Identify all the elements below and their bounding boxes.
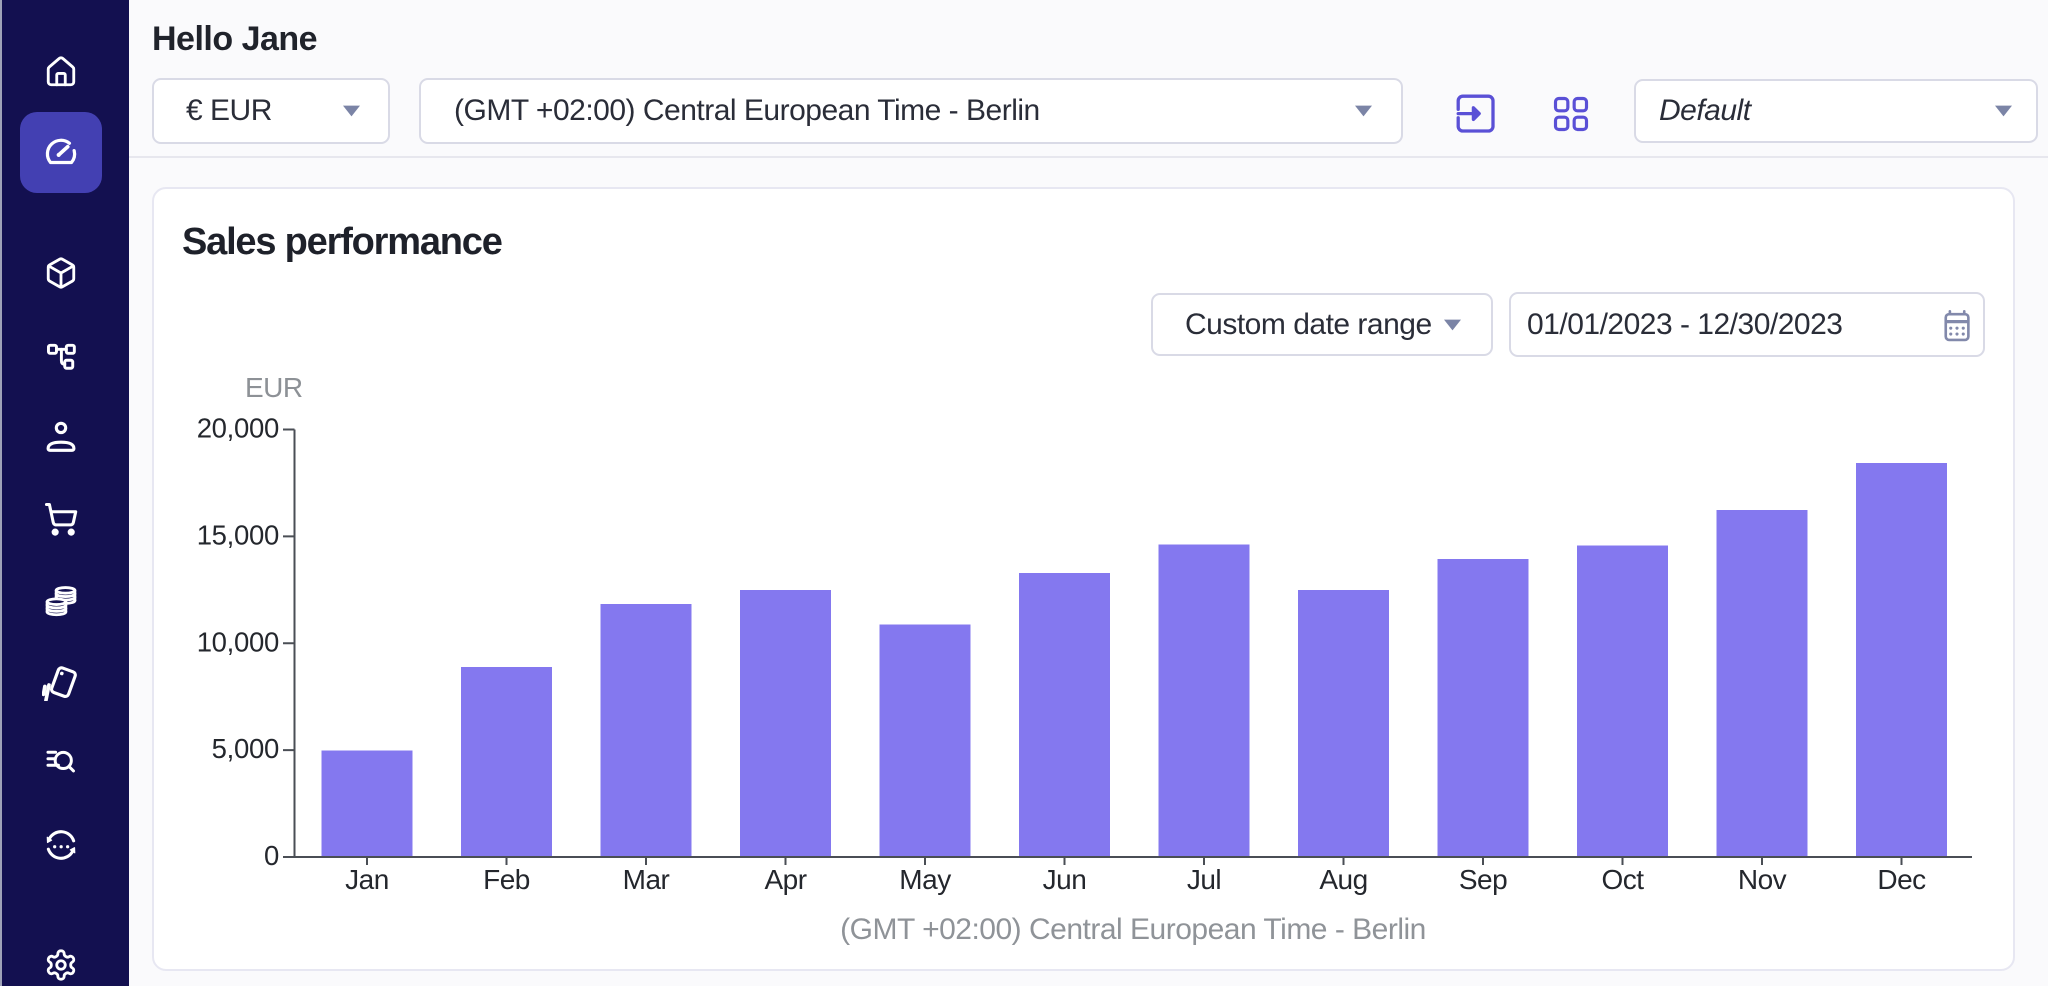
svg-text:Sep: Sep (1459, 864, 1507, 895)
svg-text:5,000: 5,000 (212, 733, 279, 764)
svg-text:Dec: Dec (1877, 864, 1926, 895)
svg-text:Feb: Feb (483, 864, 530, 895)
svg-text:Jun: Jun (1043, 864, 1087, 895)
svg-text:Mar: Mar (623, 864, 670, 895)
svg-text:15,000: 15,000 (197, 520, 279, 551)
svg-text:Aug: Aug (1319, 864, 1367, 895)
svg-text:20,000: 20,000 (197, 413, 279, 444)
svg-text:Apr: Apr (764, 864, 806, 895)
svg-text:EUR: EUR (245, 372, 303, 403)
svg-text:May: May (899, 864, 951, 895)
svg-text:10,000: 10,000 (197, 626, 279, 657)
svg-text:Nov: Nov (1738, 864, 1787, 895)
svg-text:Oct: Oct (1601, 864, 1644, 895)
svg-text:Jan: Jan (345, 864, 389, 895)
svg-text:(GMT +02:00) Central European: (GMT +02:00) Central European Time - Ber… (840, 913, 1426, 946)
svg-text:0: 0 (264, 840, 279, 871)
svg-text:Jul: Jul (1187, 864, 1221, 895)
